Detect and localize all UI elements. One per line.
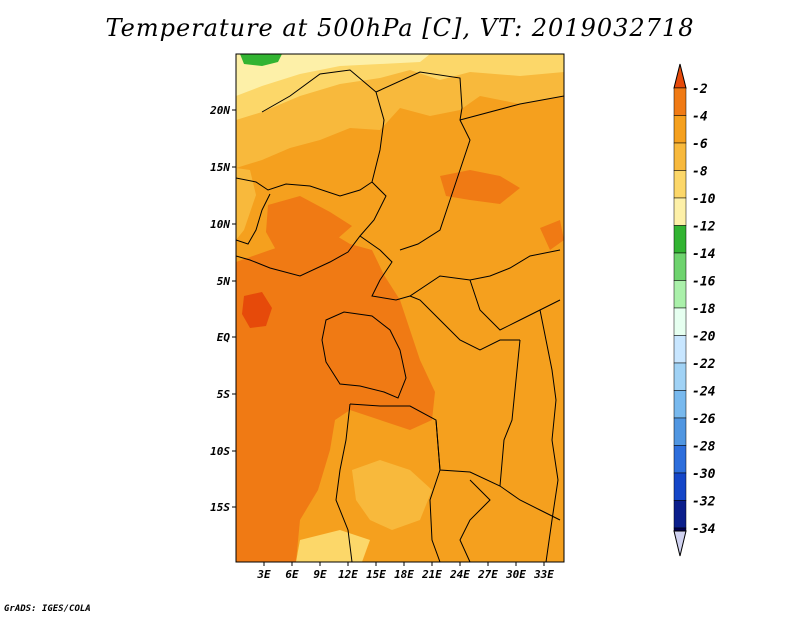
chart-title: Temperature at 500hPa [C], VT: 201903271… [105,14,695,42]
lon-label: 15E [366,568,386,581]
colorbar-bottom-arrow [673,530,687,557]
lon-label: 33E [533,568,554,581]
lon-label: 9E [313,568,327,581]
colorbar-label: -30 [692,467,716,482]
colorbar-label: -28 [692,440,716,455]
lat-label: 20N [209,104,230,117]
colorbar-segment [673,115,687,144]
colorbar-label: -10 [692,192,716,207]
lon-label: 21E [421,568,442,581]
footer-credit: GrADS: IGES/COLA [4,604,91,614]
colorbar-segment [673,252,687,281]
colorbar-label: -16 [692,275,716,290]
country-boundaries [236,69,564,562]
colorbar-label: -18 [692,302,716,317]
colorbar-label: -6 [692,137,708,152]
lon-label: 6E [285,568,299,581]
colorbar-label: -26 [692,412,716,427]
colorbar-label: -12 [692,220,716,235]
lat-label: 15S [210,501,230,514]
colorbar-segment [673,445,687,474]
colorbar-segment [673,362,687,391]
map-frame [235,53,565,563]
colorbar-segment [673,87,687,116]
temperature-field [236,54,564,562]
colorbar-segment [673,142,687,171]
lon-label: 30E [505,568,526,581]
lon-label: 27E [477,568,498,581]
colorbar-label: -2 [692,82,708,97]
colorbar-segment [673,197,687,226]
colorbar: -2 -4 -6 -8 -10 -12 -14 -16 -18 -20 -22 … [673,63,716,557]
lon-label: 12E [338,568,358,581]
colorbar-segment [673,500,687,529]
colorbar-label: -32 [692,495,716,510]
colorbar-segment [673,472,687,501]
colorbar-label: -4 [692,110,708,125]
colorbar-label: -34 [692,522,716,537]
colorbar-segment [673,335,687,364]
colorbar-label: -20 [692,330,716,345]
lat-label: 10S [210,445,230,458]
lat-label: 5N [217,275,231,288]
lat-label: 5S [217,388,231,401]
colorbar-top-arrow [673,63,687,89]
colorbar-segment [673,417,687,446]
colorbar-segment [673,390,687,419]
lat-axis: 20N 15N 10N 5N EQ 5S 10S 15S [209,104,236,514]
lat-label: EQ [217,331,231,344]
lon-axis: 3E 6E 9E 12E 15E 18E 21E 24E 27E 30E 33E [256,562,554,581]
lon-label: 24E [449,568,470,581]
colorbar-segment [673,280,687,309]
colorbar-segment [673,170,687,199]
colorbar-label: -14 [692,247,716,262]
lat-label: 10N [210,218,230,231]
lon-label: 18E [394,568,414,581]
colorbar-label: -8 [692,165,708,180]
lat-label: 15N [210,161,230,174]
colorbar-label: -22 [692,357,716,372]
colorbar-segment [673,225,687,254]
colorbar-label: -24 [692,385,716,400]
lon-label: 3E [256,568,271,581]
colorbar-segment [673,307,687,336]
